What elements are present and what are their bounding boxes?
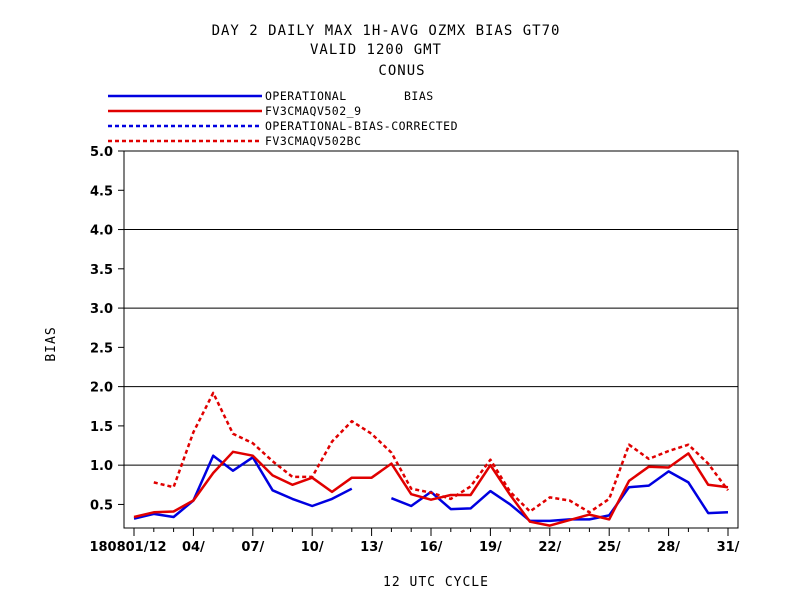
x-tick-label: 31/ xyxy=(717,540,740,555)
y-axis-title: BIAS xyxy=(44,326,59,361)
series-lines xyxy=(133,391,730,527)
legend-bias-label: BIAS xyxy=(404,89,434,103)
y-tick-label: 3.5 xyxy=(90,263,113,278)
grid-lines xyxy=(124,229,738,466)
x-axis-title: 12 UTC CYCLE xyxy=(383,575,489,590)
x-tick-label: 16/ xyxy=(420,540,443,555)
chart-title-line1: DAY 2 DAILY MAX 1H-AVG OZMX BIAS GT70 xyxy=(212,23,561,39)
series-line-operational xyxy=(133,454,353,520)
y-tick-label: 1.5 xyxy=(90,420,113,435)
y-tick-label: 4.5 xyxy=(90,184,113,199)
y-tick-label: 5.0 xyxy=(90,145,113,160)
legend-label-fv3cmaqv502-9: FV3CMAQV502_9 xyxy=(265,104,362,118)
series-line-operational xyxy=(390,470,729,523)
chart-title-line2: VALID 1200 GMT xyxy=(310,42,442,58)
x-tick-label: 28/ xyxy=(657,540,680,555)
y-tick-label: 2.5 xyxy=(90,341,113,356)
y-tick-label: 3.0 xyxy=(90,302,113,317)
x-tick-label: 22/ xyxy=(538,540,561,555)
y-tick-label: 0.5 xyxy=(90,498,113,513)
x-axis-ticks: 180801/12 04/07/10/13/16/19/22/25/28/31/ xyxy=(89,528,740,555)
y-tick-label: 1.0 xyxy=(90,459,113,474)
series-line-fv3cmaqv502-9 xyxy=(133,450,729,527)
legend-label-operational: OPERATIONAL xyxy=(265,89,347,103)
legend-label-operational-bias-corrected: OPERATIONAL-BIAS-CORRECTED xyxy=(265,119,458,133)
chart-title-line3: CONUS xyxy=(378,63,425,79)
x-tick-label: 10/ xyxy=(301,540,324,555)
x-tick-label: 25/ xyxy=(598,540,621,555)
x-tick-label: 13/ xyxy=(360,540,383,555)
legend: OPERATIONAL BIAS FV3CMAQV502_9 OPERATION… xyxy=(108,89,458,148)
legend-label-fv3cmaqv502bc: FV3CMAQV502BC xyxy=(265,134,362,148)
y-tick-label: 2.0 xyxy=(90,381,113,396)
x-tick-label: 180801/12 xyxy=(89,540,166,555)
y-axis-ticks: 5.0 4.5 4.0 3.5 3.0 2.5 2.0 1.5 1.0 0.5 xyxy=(90,145,124,513)
x-tick-label: 04/ xyxy=(182,540,205,555)
x-tick-label: 19/ xyxy=(479,540,502,555)
x-tick-label: 07/ xyxy=(241,540,264,555)
y-tick-label: 4.0 xyxy=(90,224,113,239)
